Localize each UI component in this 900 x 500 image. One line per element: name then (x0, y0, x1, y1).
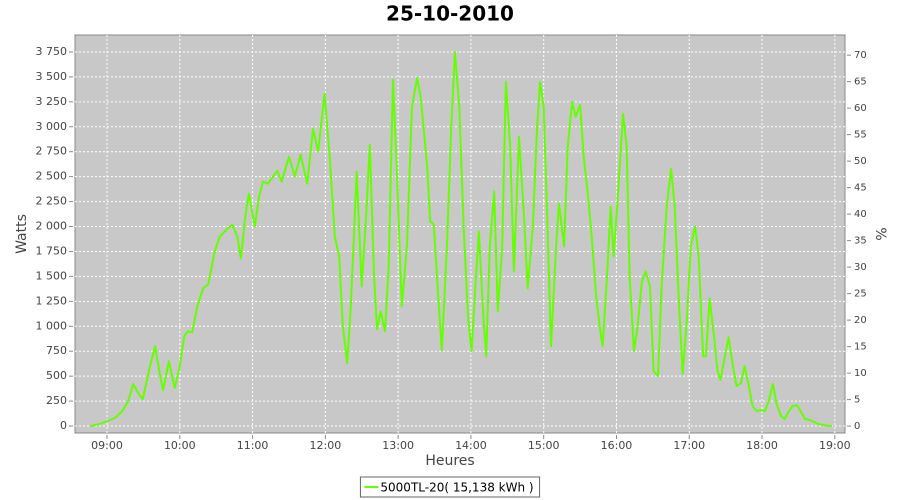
y2-tick-label: 25 (854, 289, 867, 300)
y2-tick-label: 35 (854, 236, 867, 247)
y-tick-label: 750 (46, 344, 67, 357)
y2-tick-label: 50 (854, 156, 867, 167)
plot-area (74, 34, 846, 434)
y-tick-label: 3 000 (36, 120, 68, 133)
y-tick-label: 500 (46, 369, 67, 382)
x-tick-label: 19:00 (819, 439, 851, 452)
y2-tick-label: 40 (854, 209, 867, 220)
x-tick-label: 15:00 (528, 439, 560, 452)
y2-axis-label: % (872, 227, 888, 240)
x-tick-label: 17:00 (673, 439, 705, 452)
y-tick-label: 1 250 (36, 294, 68, 307)
x-tick-label: 12:00 (310, 439, 342, 452)
x-tick-label: 16:00 (601, 439, 633, 452)
y-axis-label: Watts (14, 214, 30, 254)
series-line (90, 51, 832, 427)
y2-tick-label: 70 (854, 50, 867, 61)
y-tick-label: 2 000 (36, 220, 68, 233)
x-tick-label: 11:00 (237, 439, 269, 452)
y2-tick-label: 0 (854, 421, 860, 432)
y2-tick-label: 45 (854, 183, 867, 194)
y-tick-label: 3 250 (36, 95, 68, 108)
chart-title: 25-10-2010 (386, 2, 514, 26)
x-tick-label: 14:00 (455, 439, 487, 452)
y-tick-label: 1 000 (36, 319, 68, 332)
y2-tick-label: 15 (854, 342, 867, 353)
y2-tick-label: 55 (854, 130, 867, 141)
y-tick-label: 1 750 (36, 244, 68, 257)
y-tick-label: 2 750 (36, 145, 68, 158)
x-tick-label: 18:00 (746, 439, 778, 452)
y-tick-label: 250 (46, 394, 67, 407)
y-tick-label: 1 500 (36, 269, 68, 282)
x-tick-label: 10:00 (164, 439, 196, 452)
x-axis-label: Heures (425, 453, 474, 469)
y2-tick-label: 20 (854, 315, 867, 326)
y2-tick-label: 65 (854, 77, 867, 88)
legend-label: 5000TL-20( 15,138 kWh ) (380, 481, 533, 495)
y-tick-label: 0 (60, 419, 67, 432)
y2-tick-label: 10 (854, 368, 867, 379)
y-tick-label: 2 500 (36, 170, 68, 183)
y-tick-label: 2 250 (36, 195, 68, 208)
y2-tick-label: 5 (854, 395, 860, 406)
legend-box (359, 476, 541, 498)
y2-tick-label: 60 (854, 103, 867, 114)
y-tick-label: 3 750 (36, 45, 68, 58)
x-tick-label: 09:00 (91, 439, 123, 452)
y2-tick-label: 30 (854, 262, 867, 273)
y-tick-label: 3 500 (36, 70, 68, 83)
x-tick-label: 13:00 (382, 439, 414, 452)
